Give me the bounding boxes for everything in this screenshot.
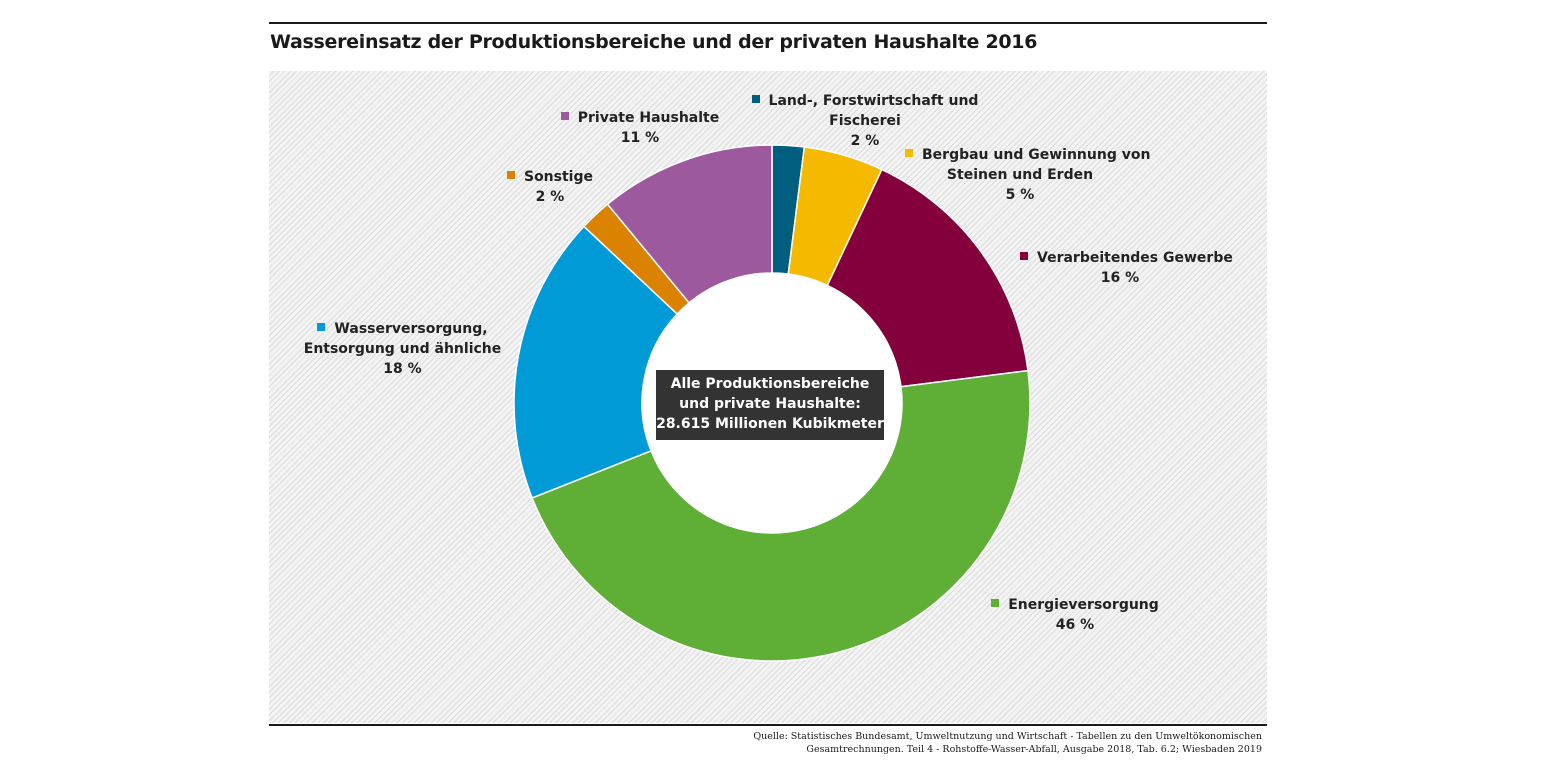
- label-wasser-name-1: Wasserversorgung,: [334, 321, 488, 337]
- label-wasser: Wasserversorgung, Entsorgung und ähnlich…: [295, 319, 510, 379]
- center-box-line-2: und private Haushalte:: [679, 396, 861, 412]
- top-rule: [269, 22, 1267, 24]
- bottom-rule: [269, 724, 1267, 726]
- chart-title: Wassereinsatz der Produktionsbereiche un…: [270, 31, 1038, 53]
- legend-swatch-bergbau: [905, 149, 913, 157]
- label-bergbau: Bergbau und Gewinnung von Steinen und Er…: [905, 145, 1150, 205]
- label-bergbau-value: 5 %: [1005, 187, 1035, 203]
- label-wasser-name-2: Entsorgung und ähnliche: [303, 341, 502, 357]
- legend-swatch-wasser: [317, 323, 326, 331]
- center-box-line-3: 28.615 Millionen Kubikmeter: [656, 416, 884, 432]
- label-bergbau-name-1: Bergbau und Gewinnung von: [922, 147, 1151, 163]
- label-haushalte-value: 11 %: [620, 130, 660, 146]
- label-sonstige-name-1: Sonstige: [523, 169, 593, 185]
- label-energie-name-1: Energieversorgung: [1008, 597, 1159, 613]
- slice-energie: [531, 369, 1031, 662]
- legend-swatch-haushalte: [560, 112, 569, 120]
- label-haushalte: Private Haushalte 11 %: [555, 108, 725, 148]
- label-sonstige: Sonstige 2 %: [495, 167, 605, 207]
- source-line-1: Quelle: Statistisches Bundesamt, Umweltn…: [753, 731, 1262, 742]
- label-bergbau-name-2: Steinen und Erden: [946, 167, 1094, 183]
- label-land-name-1: Land-, Forstwirtschaft und: [768, 93, 979, 109]
- legend-swatch-gewerbe: [1020, 252, 1028, 260]
- center-total-box: Alle Produktionsbereiche und private Hau…: [656, 370, 884, 440]
- label-land-name-2: Fischerei: [829, 113, 901, 129]
- label-energie: Energieversorgung 46 %: [990, 595, 1160, 635]
- label-energie-value: 46 %: [1055, 617, 1095, 633]
- center-box-line-1: Alle Produktionsbereiche: [670, 376, 870, 392]
- source-note: Quelle: Statistisches Bundesamt, Umweltn…: [562, 730, 1262, 756]
- label-wasser-value: 18 %: [383, 361, 422, 377]
- legend-swatch-energie: [991, 599, 1000, 607]
- label-sonstige-value: 2 %: [535, 189, 565, 205]
- legend-swatch-land: [751, 95, 760, 103]
- label-land: Land-, Forstwirtschaft und Fischerei 2 %: [745, 91, 985, 151]
- label-gewerbe-value: 16 %: [1100, 270, 1140, 286]
- source-line-2: Gesamtrechnungen. Teil 4 - Rohstoffe-Was…: [806, 744, 1262, 755]
- label-gewerbe: Verarbeitendes Gewerbe 16 %: [1020, 248, 1233, 288]
- label-haushalte-name-1: Private Haushalte: [577, 110, 720, 126]
- label-land-value: 2 %: [850, 133, 880, 149]
- label-gewerbe-name-1: Verarbeitendes Gewerbe: [1037, 250, 1233, 266]
- legend-swatch-sonstige: [506, 171, 515, 179]
- slice-haushalte: [606, 144, 773, 304]
